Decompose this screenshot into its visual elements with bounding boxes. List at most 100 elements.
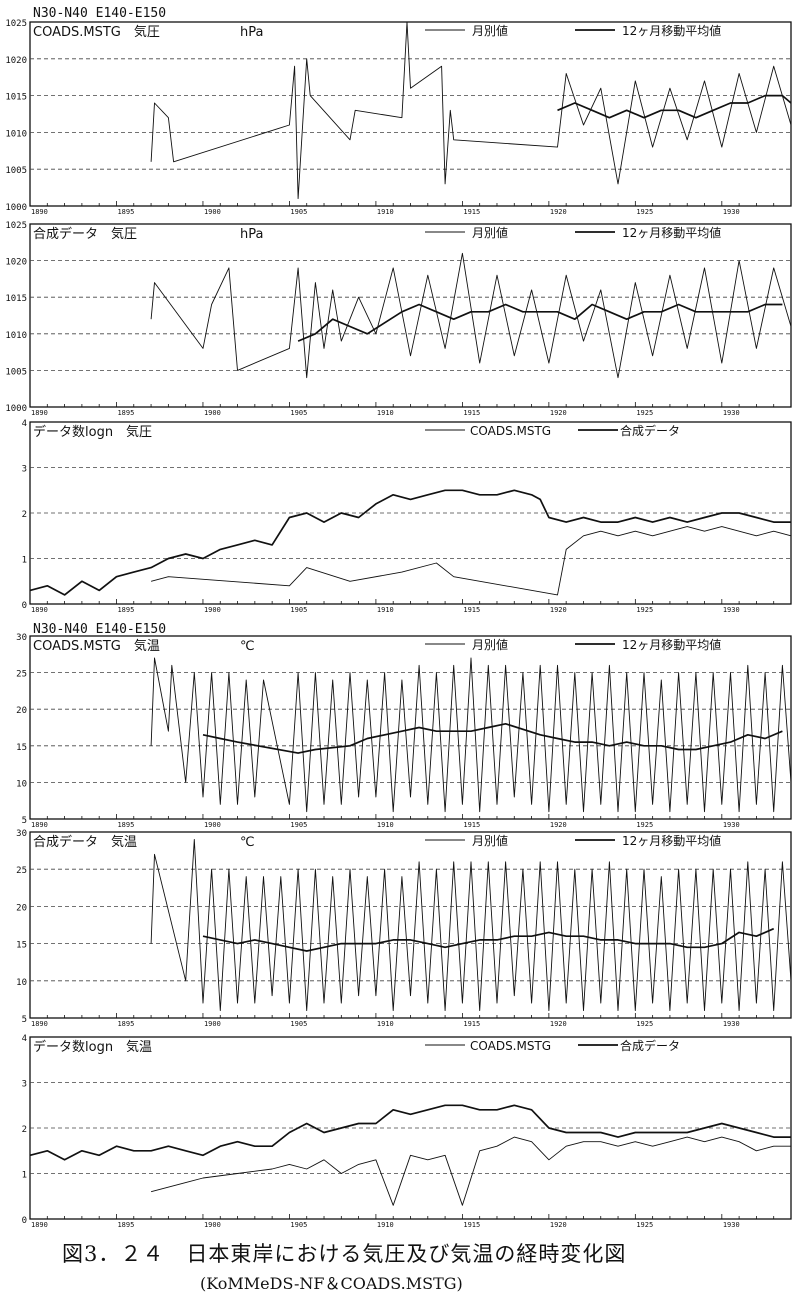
y-tick-label: 2 — [22, 510, 27, 520]
y-tick-label: 30 — [16, 633, 27, 643]
legend-entry: 月別値 — [472, 225, 508, 240]
x-tick-label: 1915 — [463, 606, 480, 614]
y-tick-label: 20 — [16, 903, 27, 913]
x-tick-label: 1930 — [723, 409, 740, 417]
x-tick-label: 1905 — [290, 821, 307, 829]
plot-frame — [29, 21, 792, 207]
y-tick-label: 3 — [22, 465, 27, 475]
y-tick-label: 4 — [22, 1034, 27, 1044]
x-tick-label: 1910 — [377, 821, 394, 829]
series-line-1 — [150, 21, 792, 200]
y-tick-label: 30 — [16, 829, 27, 839]
legend-entry: 月別値 — [472, 23, 508, 38]
x-tick-label: 1915 — [463, 409, 480, 417]
y-tick-label: 5 — [22, 816, 27, 826]
x-tick-label: 1895 — [117, 606, 134, 614]
x-tick-label: 1930 — [723, 1221, 740, 1229]
x-tick-label: 1890 — [31, 606, 48, 614]
y-tick-label: 10 — [16, 779, 27, 789]
y-tick-label: 1 — [22, 1171, 27, 1181]
y-tick-label: 1005 — [5, 367, 27, 377]
series-line-1 — [150, 252, 792, 379]
x-tick-label: 1910 — [377, 606, 394, 614]
chart-panel-4: 5 10 15 20 25 30 1890 1895 1900 1905 1910 1915 1920 1… — [16, 633, 792, 829]
panel-label: COADS.MSTG 気圧 — [33, 24, 160, 40]
x-tick-label: 1915 — [463, 1020, 480, 1028]
legend-entry: 合成データ — [620, 423, 680, 438]
x-tick-label: 1890 — [31, 821, 48, 829]
y-tick-label: 3 — [22, 1080, 27, 1090]
y-tick-label: 4 — [22, 419, 27, 429]
x-tick-label: 1910 — [377, 1020, 394, 1028]
panel-label: データ数logn 気圧 — [33, 424, 152, 440]
chart-panel-2: 1000 1005 1010 1015 1020 1025 1890 1895 1900 1905… — [5, 221, 792, 417]
plot-frame — [29, 223, 792, 408]
y-tick-label: 1000 — [5, 404, 27, 414]
x-tick-label: 1925 — [636, 821, 653, 829]
region-label-top: N30-N40 E140-E150 — [33, 6, 166, 21]
y-tick-label: 20 — [16, 706, 27, 716]
legend-entry: 12ヶ月移動平均値 — [622, 23, 721, 38]
y-tick-label: 1015 — [5, 294, 27, 304]
chart-panel-1: 1000 1005 1010 1015 1020 1025 1890 1895 1900 1905… — [5, 19, 792, 216]
x-tick-label: 1920 — [550, 606, 567, 614]
x-tick-label: 1925 — [636, 1221, 653, 1229]
y-tick-label: 1 — [22, 556, 27, 566]
x-tick-label: 1895 — [117, 409, 134, 417]
series-line-2 — [29, 489, 791, 596]
series-line-1 — [150, 657, 792, 813]
x-tick-label: 1925 — [636, 409, 653, 417]
x-tick-label: 1905 — [290, 409, 307, 417]
x-tick-label: 1920 — [550, 1221, 567, 1229]
y-tick-label: 1015 — [5, 93, 27, 103]
series-line-2 — [297, 303, 783, 342]
y-tick-label: 0 — [22, 601, 27, 611]
y-tick-label: 1025 — [5, 19, 27, 29]
x-tick-label: 1895 — [117, 208, 134, 216]
figure-caption-source: (KoMMeDS-NF＆COADS.MSTG) — [200, 1274, 463, 1293]
x-tick-label: 1900 — [204, 606, 221, 614]
x-tick-label: 1900 — [204, 1221, 221, 1229]
x-tick-label: 1890 — [31, 208, 48, 216]
figure-caption: 図3．２４ 日本東岸における気圧及び気温の経時変化図 — [62, 1242, 627, 1266]
unit-label: ℃ — [240, 639, 255, 654]
x-tick-label: 1925 — [636, 1020, 653, 1028]
y-tick-label: 1020 — [5, 258, 27, 268]
legend-entry: 12ヶ月移動平均値 — [622, 833, 721, 848]
x-tick-label: 1915 — [463, 821, 480, 829]
legend-entry: COADS.MSTG — [470, 424, 551, 438]
x-tick-label: 1920 — [550, 821, 567, 829]
series-line-2 — [29, 1104, 791, 1161]
unit-label: hPa — [240, 227, 263, 242]
panel-label: 合成データ 気圧 — [33, 226, 137, 242]
panel-label: データ数logn 気温 — [33, 1039, 152, 1055]
panel-label: 合成データ 気温 — [33, 834, 137, 850]
x-tick-label: 1915 — [463, 1221, 480, 1229]
x-tick-label: 1910 — [377, 208, 394, 216]
figure-canvas: N30-N40 E140-E150 N30-N40 E140-E150 1000… — [5, 6, 792, 1229]
x-tick-label: 1910 — [377, 409, 394, 417]
x-tick-label: 1905 — [290, 1221, 307, 1229]
x-tick-label: 1895 — [117, 1221, 134, 1229]
series-line-2 — [202, 927, 775, 952]
x-tick-label: 1905 — [290, 606, 307, 614]
y-tick-label: 2 — [22, 1125, 27, 1135]
x-tick-label: 1930 — [723, 208, 740, 216]
series-line-2 — [202, 722, 783, 754]
chart-panel-5: 5 10 15 20 25 30 1890 1895 1900 1905 1910 1915 1920 1… — [16, 829, 792, 1028]
legend-entry: 月別値 — [472, 833, 508, 848]
series-line-2 — [557, 94, 792, 119]
x-tick-label: 1920 — [550, 409, 567, 417]
y-tick-label: 1005 — [5, 166, 27, 176]
y-tick-label: 1010 — [5, 129, 27, 139]
x-tick-label: 1910 — [377, 1221, 394, 1229]
region-label-bottom: N30-N40 E140-E150 — [33, 622, 166, 637]
x-tick-label: 1930 — [723, 606, 740, 614]
x-tick-label: 1905 — [290, 1020, 307, 1028]
chart-panel-6: 0 1 2 3 4 1890 1895 1900 1905 1910 1915 1920 1925 193… — [22, 1034, 792, 1229]
x-tick-label: 1900 — [204, 821, 221, 829]
y-tick-label: 1010 — [5, 331, 27, 341]
y-tick-label: 5 — [22, 1015, 27, 1025]
x-tick-label: 1900 — [204, 409, 221, 417]
